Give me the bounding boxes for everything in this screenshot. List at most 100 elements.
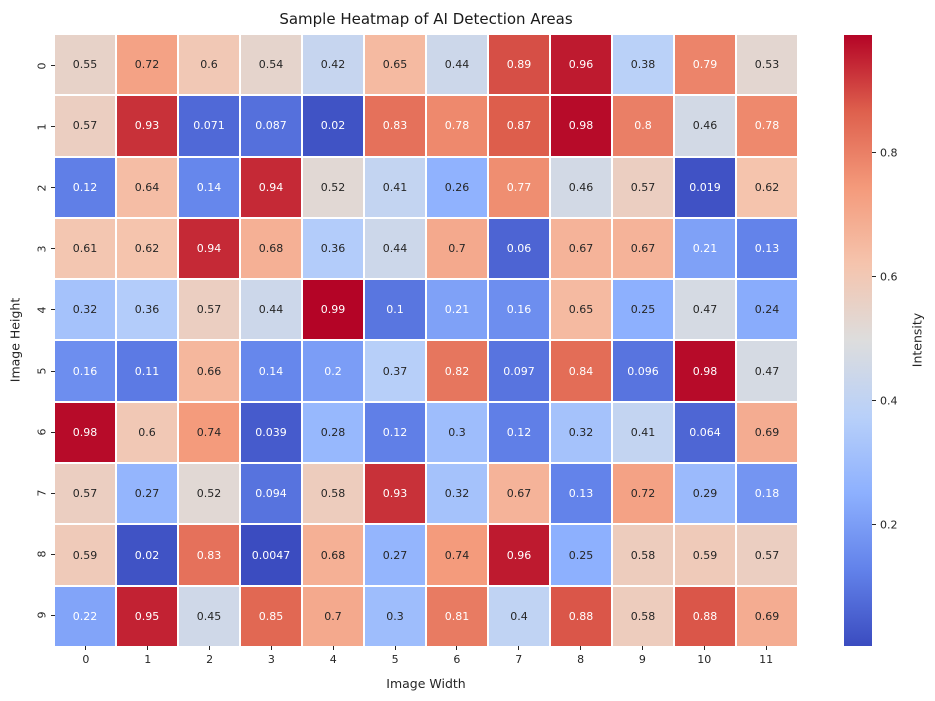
y-tick-mark [51,614,55,616]
heatmap-cell: 0.79 [675,35,735,95]
heatmap-cell: 0.25 [551,525,611,585]
heatmap-cell: 0.4 [489,586,549,646]
heatmap-cell: 0.6 [117,402,177,463]
heatmap-cell: 0.53 [737,35,797,95]
x-axis-tick-label: 10 [697,653,712,666]
heatmap-cell: 0.16 [55,341,115,401]
heatmap-cell: 0.38 [613,35,673,95]
heatmap-cell: 0.24 [737,280,797,340]
x-tick-mark [456,646,458,650]
y-axis-tick-label: 2 [35,184,49,192]
heatmap-cell: 0.64 [117,157,177,217]
heatmap-cell: 0.68 [241,218,301,279]
heatmap-cell: 0.8 [613,96,673,156]
colorbar-title: Intensity [909,312,925,368]
heatmap-cell: 0.039 [241,402,301,463]
heatmap-cell: 0.93 [365,464,425,524]
x-tick-mark [394,646,396,650]
heatmap-cell: 0.071 [179,96,239,156]
heatmap-cell: 0.88 [675,586,735,646]
heatmap-cell: 0.81 [427,586,487,646]
heatmap-cell: 0.11 [117,341,177,401]
heatmap-cell: 0.32 [551,402,611,463]
heatmap-cell: 0.26 [427,157,487,217]
heatmap-cell: 0.65 [365,35,425,95]
heatmap-cell: 0.14 [179,157,239,217]
heatmap-cell: 0.69 [737,402,797,463]
heatmap-cell: 0.097 [489,341,549,401]
heatmap-cell: 0.83 [365,96,425,156]
x-axis-tick-label: 8 [577,653,585,666]
y-tick-mark [51,309,55,311]
heatmap-cell: 0.3 [427,402,487,463]
heatmap-cell: 0.98 [551,96,611,156]
heatmap-cell: 0.78 [737,96,797,156]
heatmap-cell: 0.65 [551,280,611,340]
y-axis-tick-label: 8 [35,550,49,558]
heatmap-cell: 0.47 [737,341,797,401]
colorbar-gradient [844,35,872,646]
y-tick-mark [51,65,55,67]
heatmap-cell: 0.02 [117,525,177,585]
x-axis-tick-label: 7 [515,653,523,666]
y-axis-tick-label: 1 [35,123,49,131]
heatmap-cell: 0.21 [427,280,487,340]
y-tick-mark [51,370,55,372]
colorbar-tick-mark [872,152,876,154]
heatmap-cell: 0.27 [117,464,177,524]
x-tick-mark [270,646,272,650]
colorbar-tick-mark [872,276,876,278]
heatmap-cell: 0.94 [179,218,239,279]
heatmap-cell: 0.68 [303,525,363,585]
y-tick-mark [51,431,55,433]
heatmap-cell: 0.55 [55,35,115,95]
x-tick-mark [518,646,520,650]
heatmap-cell: 0.087 [241,96,301,156]
x-axis-tick-label: 1 [144,653,152,666]
heatmap-cell: 0.74 [179,402,239,463]
heatmap-cell: 0.62 [117,218,177,279]
y-tick-mark [51,492,55,494]
heatmap-cell: 0.3 [365,586,425,646]
colorbar-tick-mark [872,400,876,402]
colorbar-tick-mark [872,524,876,526]
heatmap-cell: 0.12 [55,157,115,217]
heatmap-cell: 0.98 [675,341,735,401]
heatmap-cell: 0.45 [179,586,239,646]
heatmap-cell: 0.94 [241,157,301,217]
heatmap-cell: 0.52 [179,464,239,524]
heatmap-cell: 0.064 [675,402,735,463]
x-axis-tick-label: 4 [329,653,337,666]
heatmap-cell: 0.74 [427,525,487,585]
heatmap-cell: 0.41 [365,157,425,217]
x-tick-mark [147,646,149,650]
heatmap-cell: 0.27 [365,525,425,585]
heatmap-cell: 0.59 [675,525,735,585]
y-axis-tick-label: 0 [35,62,49,70]
heatmap-cell: 0.16 [489,280,549,340]
heatmap-cell: 0.46 [675,96,735,156]
heatmap-cell: 0.83 [179,525,239,585]
heatmap-cell: 0.28 [303,402,363,463]
heatmap-cell: 0.29 [675,464,735,524]
heatmap-grid: 0.55 0.72 0.6 0.54 0.42 0.65 0.44 0.89 0.96 0.38 0… [55,35,797,646]
heatmap-cell: 0.019 [675,157,735,217]
heatmap-cell: 0.47 [675,280,735,340]
y-tick-mark [51,248,55,250]
heatmap-cell: 0.22 [55,586,115,646]
y-axis-tick-label: 4 [35,306,49,314]
heatmap-cell: 0.14 [241,341,301,401]
x-axis-tick-label: 0 [82,653,90,666]
heatmap-cell: 0.37 [365,341,425,401]
heatmap-cell: 0.32 [427,464,487,524]
heatmap-cell: 0.46 [551,157,611,217]
heatmap-cell: 0.7 [427,218,487,279]
heatmap-cell: 0.12 [365,402,425,463]
x-tick-mark [580,646,582,650]
y-tick-mark [51,553,55,555]
heatmap-cell: 0.62 [737,157,797,217]
y-axis-tick-label: 6 [35,428,49,436]
heatmap-cell: 0.21 [675,218,735,279]
heatmap-cell: 0.58 [303,464,363,524]
x-axis-tick-label: 2 [206,653,214,666]
